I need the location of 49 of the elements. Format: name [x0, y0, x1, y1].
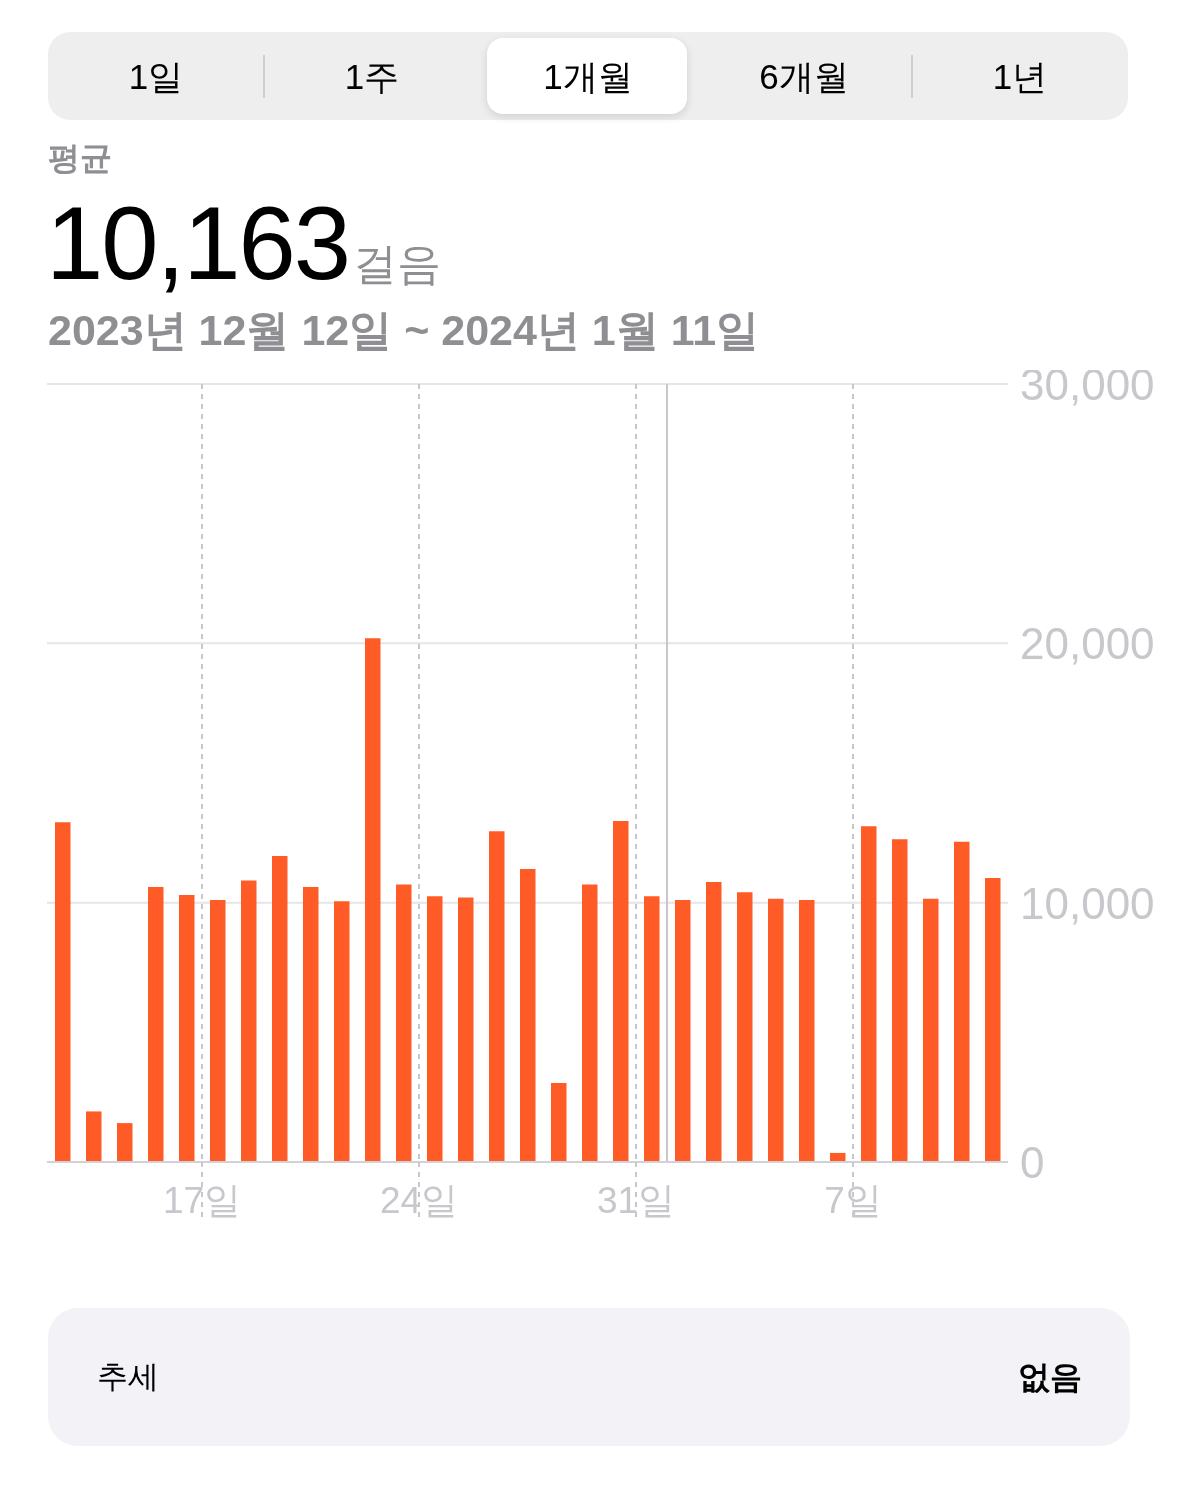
bar	[923, 898, 939, 1162]
bar	[117, 1123, 133, 1162]
chart-subtitle: 2023년 12월 12일 ~ 2024년 1월 11일	[48, 306, 760, 354]
bar	[861, 826, 877, 1162]
x-tick-label: 7일	[824, 1180, 882, 1221]
bar	[179, 894, 195, 1162]
text: 없음	[1018, 1359, 1082, 1395]
bar	[210, 900, 226, 1162]
bar	[985, 878, 1001, 1162]
y-tick-label: 0	[1020, 1137, 1045, 1187]
y-tick-label: 10,000	[1020, 878, 1155, 928]
bar	[489, 831, 505, 1162]
bar	[954, 841, 970, 1162]
text: 1일	[128, 56, 184, 96]
bar	[706, 881, 722, 1162]
bar	[830, 1152, 846, 1162]
chart-title: 10,163	[46, 186, 350, 301]
bar	[520, 868, 536, 1162]
x-tick-label: 31일	[596, 1180, 676, 1221]
x-tick-label: 24일	[379, 1180, 459, 1221]
bar	[892, 839, 908, 1162]
bar	[86, 1111, 102, 1162]
text: 1주	[344, 56, 400, 96]
bar	[148, 887, 164, 1162]
bar	[272, 855, 288, 1162]
bar	[644, 896, 660, 1162]
bar	[55, 822, 71, 1162]
bar	[458, 897, 474, 1162]
bar	[675, 900, 691, 1162]
bar	[768, 898, 784, 1162]
bar	[365, 638, 381, 1162]
text: 1년	[992, 56, 1048, 96]
bar	[396, 884, 412, 1162]
bar	[582, 884, 598, 1162]
text: 평균	[48, 140, 112, 176]
text: 1개월	[543, 56, 633, 96]
bar	[241, 880, 257, 1162]
text: 추세	[97, 1359, 159, 1394]
text: 걸음	[353, 239, 442, 288]
bar	[799, 900, 815, 1162]
bar	[613, 820, 629, 1162]
bar	[737, 892, 753, 1162]
bar	[334, 901, 350, 1162]
text: 6개월	[759, 56, 849, 96]
bar	[551, 1082, 567, 1162]
y-tick-label: 20,000	[1020, 619, 1155, 669]
bar	[303, 887, 319, 1162]
x-tick-label: 17일	[162, 1180, 242, 1221]
bar	[427, 896, 443, 1162]
